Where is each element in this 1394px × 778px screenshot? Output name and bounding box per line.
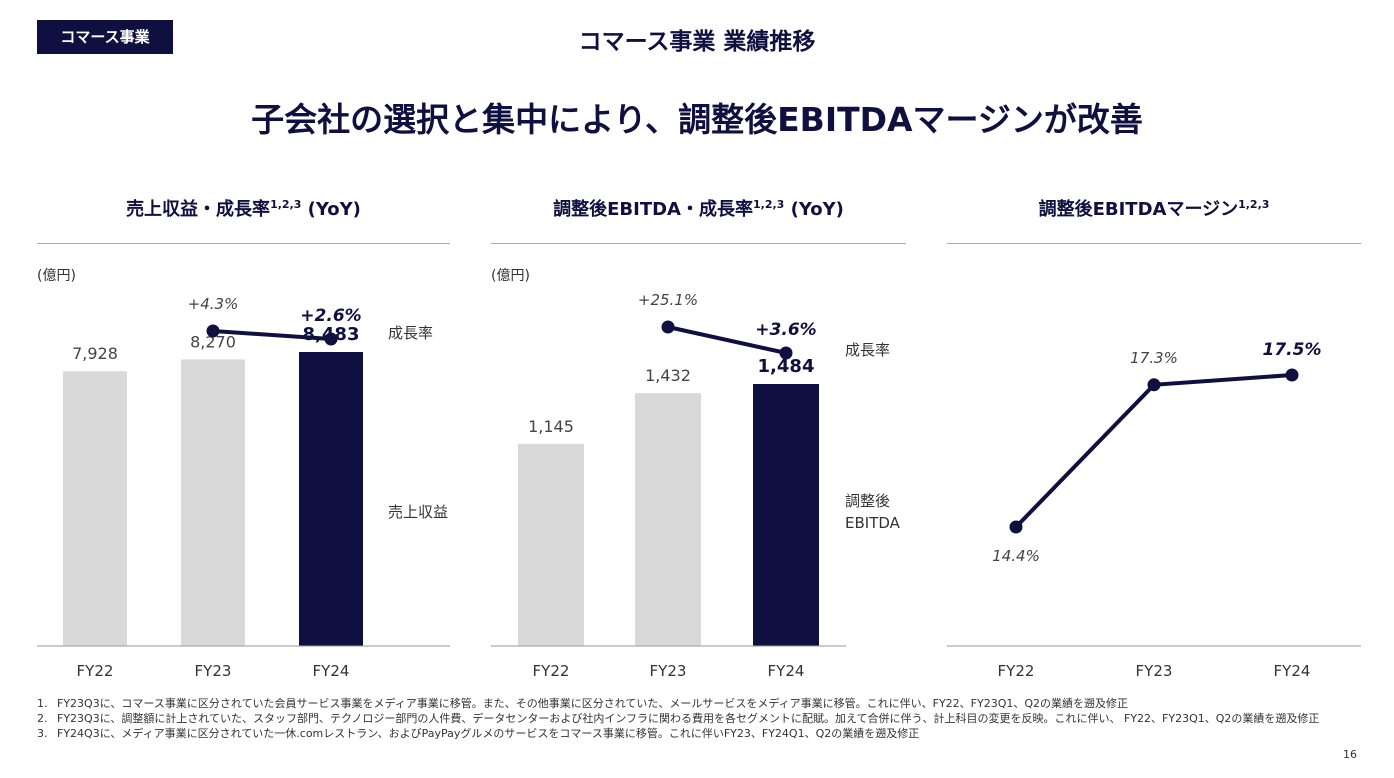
x-tick-label: FY24 [1274,662,1311,680]
footnote-item: 2. FY23Q3に、調整額に計上されていた、スタッフ部門、テクノロジー部門の人件… [37,711,1357,726]
growth-line [212,329,332,341]
bar-fy23 [181,359,245,646]
x-tick-label: FY23 [650,662,687,680]
title-divider [37,243,450,244]
chart-title-text: 調整後EBITDAマージン [1038,199,1239,220]
growth-value-label: +3.6% [755,320,816,340]
margin-point [1009,520,1023,534]
growth-rate-label: 成長率 [388,324,434,342]
growth-value-label: +4.3% [188,295,239,313]
revenue-chart-title: 売上収益・成長率1,2,3 (YoY) [37,195,450,221]
bar-value-label: 1,484 [758,356,815,377]
margin-value-label: 17.5% [1263,340,1322,360]
growth-rate-label: 成長率 [845,341,891,359]
chart-title-text: 売上収益・成長率 [126,199,271,220]
growth-line [667,325,787,355]
footnote-number: 1. [37,697,48,710]
bar-fy23 [635,393,701,646]
bar-fy24 [753,384,819,646]
footnote-text: FY23Q3に、コマース事業に区分されていた会員サービス事業をメディア事業に移管… [57,697,1129,710]
footnotes: 1. FY23Q3に、コマース事業に区分されていた会員サービス事業をメディア事業に… [37,696,1357,741]
bar-fy22 [518,443,584,646]
margin-chart-svg: 14.4% FY22 17.3% FY23 17.5% FY24 [947,340,1361,680]
unit-label: (億円) [491,268,530,284]
margin-point [1285,368,1299,382]
footnote-number: 2. [37,712,48,725]
x-tick-label: FY22 [998,662,1035,680]
chart-title-suffix: (YoY) [307,199,361,220]
chart-title-sup: 1,2,3 [753,198,785,211]
margin-line [1014,373,1293,529]
ebitda-chart-title: 調整後EBITDA・成長率1,2,3 (YoY) [491,195,906,221]
x-tick-label: FY22 [533,662,570,680]
growth-point [324,332,338,346]
revenue-series-label: 売上収益 [388,503,449,521]
ebitda-series-label-line1: 調整後 [845,492,891,510]
growth-value-label: +25.1% [638,291,698,309]
footnote-item: 1. FY23Q3に、コマース事業に区分されていた会員サービス事業をメディア事業に… [37,696,1357,711]
footnote-text: FY23Q3に、調整額に計上されていた、スタッフ部門、テクノロジー部門の人件費、… [57,712,1320,725]
ebitda-series-label-line2: EBITDA [845,514,900,532]
revenue-chart-panel: 売上収益・成長率1,2,3 (YoY) (億円) 成長率 売上収益 7,928 F… [37,195,450,685]
bar-value-label: 7,928 [72,344,118,363]
growth-value-label: +2.6% [300,306,361,326]
chart-title-text: 調整後EBITDA・成長率 [553,199,753,220]
bar-fy24 [299,352,363,646]
margin-point [1147,378,1161,392]
title-divider [491,243,906,244]
x-tick-label: FY22 [77,662,114,680]
unit-label: (億円) [37,268,76,284]
ebitda-chart-panel: 調整後EBITDA・成長率1,2,3 (YoY) (億円) 成長率 調整後 EB… [491,195,906,685]
growth-point [206,324,220,338]
chart-title-suffix: (YoY) [790,199,844,220]
footnote-number: 3. [37,727,48,740]
page-number: 16 [1343,748,1357,761]
growth-point [661,320,675,334]
page-header-title: コマース事業 業績推移 [578,29,816,55]
growth-point [779,346,793,360]
x-tick-label: FY23 [195,662,232,680]
x-tick-label: FY24 [768,662,805,680]
ebitda-chart-svg: 1,145 FY22 1,432 FY23 1,484 FY24 +25.1% +3.6% [491,291,846,680]
page-headline: 子会社の選択と集中により、調整後EBITDAマージンが改善 [251,100,1143,139]
bar-value-label: 1,432 [645,366,691,385]
x-tick-label: FY24 [313,662,350,680]
margin-chart-title: 調整後EBITDAマージン1,2,3 [947,195,1361,221]
margin-chart-panel: 調整後EBITDAマージン1,2,3 14.4% FY22 17.3% FY23 17.… [947,195,1361,685]
bar-fy22 [63,371,127,646]
margin-value-label: 14.4% [992,547,1040,565]
chart-title-sup: 1,2,3 [1238,198,1270,211]
bar-value-label: 8,270 [190,332,236,351]
footnote-item: 3. FY24Q3に、メディア事業に区分されていた一休.comレストラン、およびP… [37,726,1357,741]
ebitda-series-label: 調整後 EBITDA [845,490,900,534]
section-badge: コマース事業 [37,20,173,54]
chart-title-sup: 1,2,3 [270,198,302,211]
margin-value-label: 17.3% [1130,349,1178,367]
title-divider [947,243,1361,244]
x-tick-label: FY23 [1136,662,1173,680]
footnote-text: FY24Q3に、メディア事業に区分されていた一休.comレストラン、およびPay… [57,727,920,740]
bar-value-label: 1,145 [528,417,574,436]
